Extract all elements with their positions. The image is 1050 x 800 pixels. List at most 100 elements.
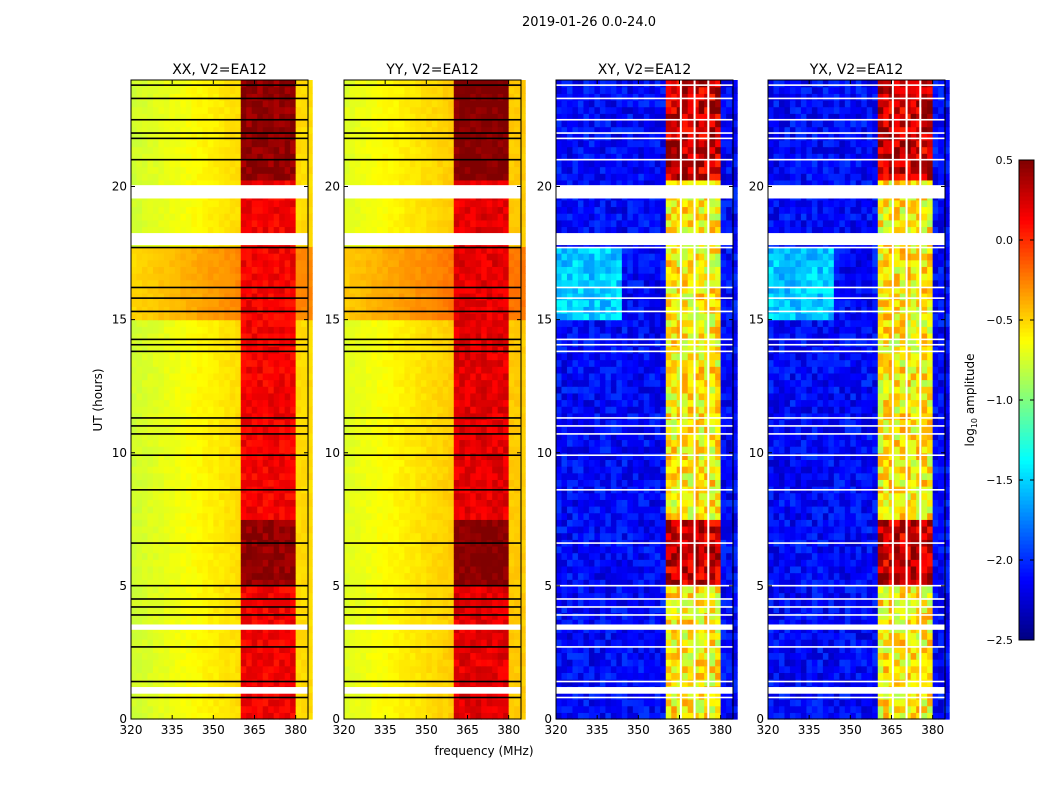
heatmap-cell [376,459,384,467]
heatmap-cell [290,372,297,381]
heatmap-cell [387,712,394,720]
heatmap-cell [453,532,460,540]
heatmap-cell [387,699,394,707]
heatmap-cell [365,712,373,720]
heatmap-cell [279,319,286,327]
heatmap-cell [376,705,384,713]
heatmap-cell [301,293,308,301]
heatmap-cell [152,532,160,540]
heatmap-cell [147,472,154,480]
heatmap-cell [152,166,160,174]
heatmap-cell [185,705,192,713]
heatmap-cell [152,273,160,281]
heatmap-cell [415,392,422,401]
heatmap-cell [207,619,214,627]
heatmap-cell [174,392,181,401]
heatmap-cell [382,492,389,500]
heatmap-cell [470,492,477,500]
heatmap-cell [207,572,214,580]
heatmap-cell [131,692,138,700]
heatmap-cell [306,579,313,587]
heatmap-cell [519,439,526,447]
heatmap-cell [464,506,471,514]
heatmap-cell [453,446,460,454]
heatmap-cell [152,259,160,267]
heatmap-cell [284,612,291,620]
heatmap-cell [141,619,149,627]
heatmap-cell [431,426,438,434]
heatmap-cell [191,126,198,134]
heatmap-cell [437,459,444,467]
heatmap-cell [213,452,220,461]
heatmap-cell [251,133,258,141]
heatmap-cell [295,432,302,441]
y-tick-label: 5 [119,579,127,593]
heatmap-cell [475,599,482,607]
heatmap-cell [174,326,181,334]
heatmap-cell [301,459,308,467]
heatmap-cell [257,512,264,520]
heatmap-cell [382,659,389,667]
heatmap-cell [213,472,220,480]
heatmap-cell [365,572,373,580]
heatmap-cell [398,519,405,527]
heatmap-cell [262,366,269,374]
heatmap-cell [240,379,247,387]
heatmap-cell [240,439,247,447]
heatmap-cell [376,652,384,660]
heatmap-cell [354,426,362,434]
heatmap-cell [514,572,521,580]
heatmap-cell [470,619,477,627]
heatmap-cell [196,559,203,567]
heatmap-cell [224,392,231,401]
heatmap-cell [382,399,389,407]
heatmap-cell [409,492,416,500]
heatmap-cell [174,692,181,700]
heatmap-cell [295,206,302,214]
heatmap-cell [279,113,286,121]
heatmap-cell [240,86,247,94]
heatmap-cell [185,559,192,567]
heatmap-cell [503,639,510,647]
heatmap-cell [470,592,477,600]
heatmap-cell [273,519,280,527]
heatmap-cell [185,326,192,334]
heatmap-cell [481,452,488,461]
heatmap-cell [295,146,302,154]
heatmap-cell [470,386,477,394]
heatmap-cell [196,299,203,307]
heatmap-cell [218,153,225,161]
heatmap-cell [273,106,280,114]
heatmap-cell [453,426,460,434]
heatmap-cell [365,386,373,394]
heatmap-cell [191,545,198,554]
heatmap-cell [185,106,192,114]
heatmap-cell [306,685,313,693]
heatmap-cell [240,179,247,188]
heatmap-cell [349,579,356,587]
heatmap-cell [279,372,286,381]
heatmap-cell [273,153,280,161]
heatmap-cell [382,372,389,381]
heatmap-cell [344,472,351,480]
heatmap-cell [158,672,165,680]
heatmap-cell [131,525,138,534]
heatmap-cell [163,99,171,108]
heatmap-cell [448,372,455,381]
heatmap-cell [235,412,242,421]
heatmap-cell [514,645,521,654]
heatmap-cell [273,299,280,307]
heatmap-cell [415,712,422,720]
heatmap-cell [229,585,236,594]
heatmap-cell [376,545,384,554]
heatmap-cell [295,419,302,427]
heatmap-cell [279,406,286,414]
heatmap-cell [169,386,176,394]
heatmap-cell [180,293,187,301]
heatmap-cell [185,612,192,620]
heatmap-cell [409,479,416,487]
heatmap-cell [152,712,160,720]
heatmap-cell [152,632,160,640]
heatmap-cell [301,226,308,234]
heatmap-cell [497,466,504,474]
